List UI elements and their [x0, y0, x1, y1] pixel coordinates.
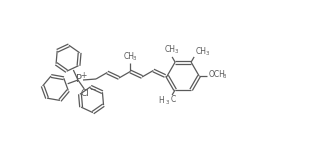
Text: 3: 3: [132, 56, 136, 61]
Text: H: H: [158, 96, 164, 104]
Text: −: −: [89, 86, 95, 94]
Text: CH: CH: [124, 52, 135, 61]
Text: Cl: Cl: [81, 89, 89, 98]
Text: 3: 3: [206, 51, 209, 56]
Text: OCH: OCH: [209, 70, 225, 80]
Text: C: C: [171, 95, 176, 104]
Text: P: P: [76, 74, 82, 84]
Text: +: +: [80, 70, 86, 80]
Text: 3: 3: [174, 49, 178, 54]
Text: 3: 3: [165, 99, 169, 104]
Text: CH: CH: [165, 45, 176, 54]
Text: 3: 3: [222, 75, 226, 80]
Text: CH: CH: [196, 47, 207, 56]
